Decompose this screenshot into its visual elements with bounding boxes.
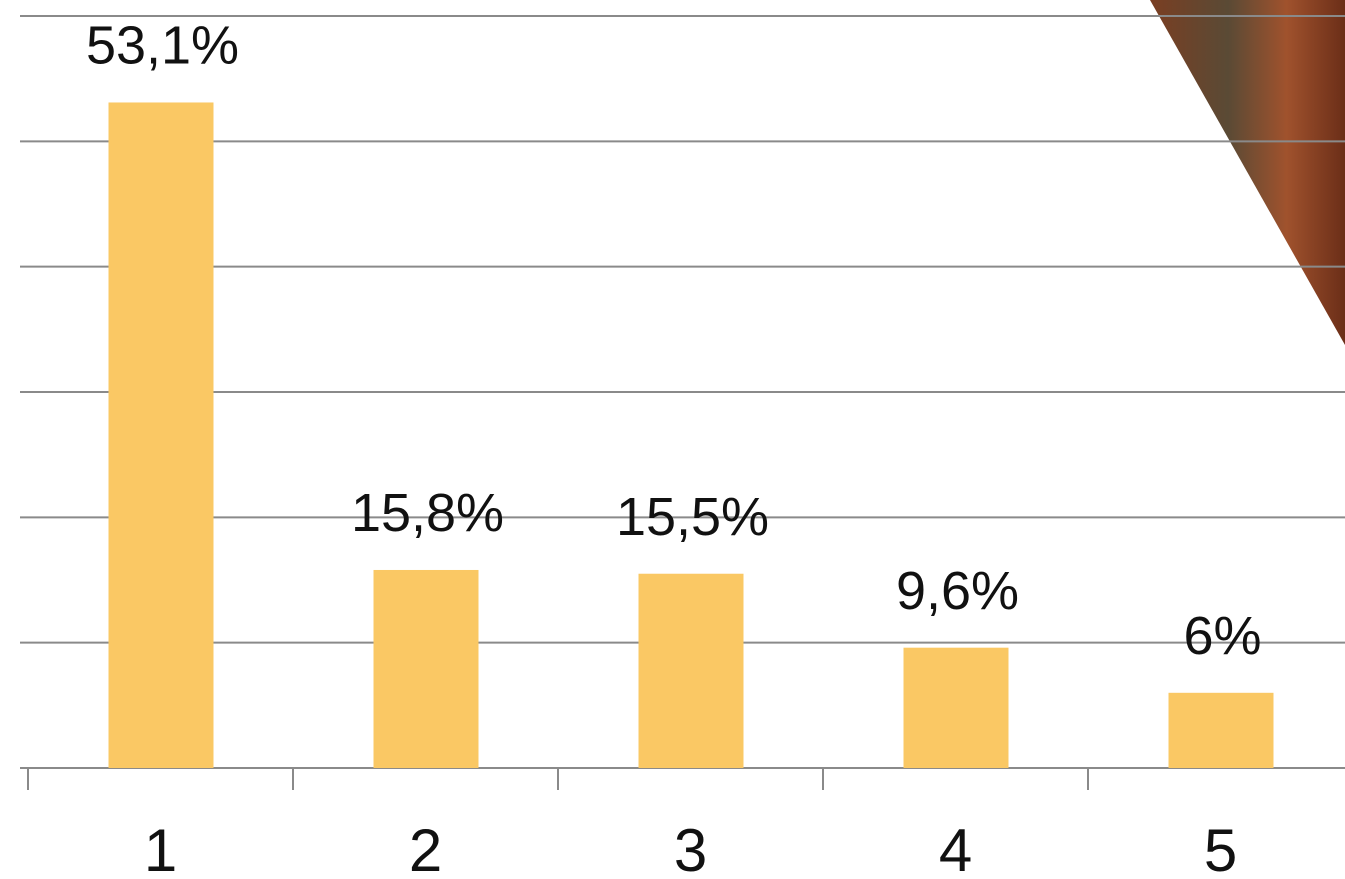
bar [903, 647, 1009, 768]
bar [108, 102, 214, 769]
x-tick-label: 4 [939, 817, 972, 879]
bar [1168, 692, 1274, 768]
x-tick-label: 5 [1204, 817, 1237, 879]
x-tick-label: 2 [409, 817, 442, 879]
value-label: 9,6% [896, 561, 1019, 621]
x-tick-label: 3 [674, 817, 707, 879]
value-label: 15,8% [351, 483, 504, 543]
x-tick-label: 1 [144, 817, 177, 879]
value-label: 53,1% [86, 16, 239, 76]
corner-image [1150, 0, 1345, 345]
bar [638, 573, 744, 768]
bar [373, 569, 479, 768]
value-label: 15,5% [616, 487, 769, 547]
value-label: 6% [1183, 606, 1261, 666]
